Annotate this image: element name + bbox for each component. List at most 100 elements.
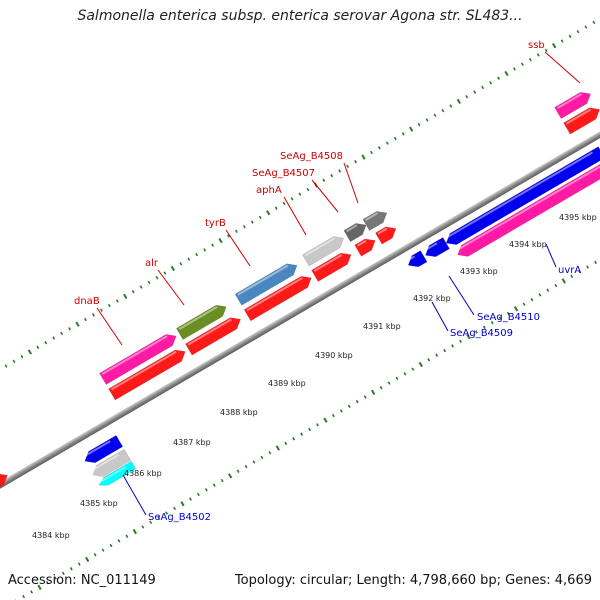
upper-tick: [84, 317, 87, 322]
lower-tick: [554, 283, 558, 288]
gene-label-alr: alr: [145, 258, 159, 269]
upper-tick: [258, 215, 262, 220]
upper-tick: [187, 257, 191, 261]
upper-tick: [425, 118, 429, 122]
upper-tick: [409, 126, 414, 132]
lower-tick: [570, 274, 574, 279]
leader-uvrA: [545, 243, 557, 268]
lower-tick: [387, 381, 391, 385]
lower-tick: [149, 520, 153, 525]
gene-label-dnab: dnaB: [74, 296, 100, 307]
lower-tick: [466, 333, 471, 340]
cds-aphA: [311, 252, 352, 282]
upper-tick: [536, 53, 540, 57]
cds-SeAg_B4507-shine: [356, 239, 367, 247]
upper-tick: [338, 169, 342, 173]
upper-tick: [274, 206, 278, 210]
lower-tick: [212, 483, 216, 487]
upper-tick: [195, 252, 199, 257]
cds-alr: [185, 317, 241, 356]
upper-tick: [560, 39, 564, 43]
lower-tick: [30, 590, 34, 594]
lower-tick: [300, 432, 304, 436]
cds-dnaB: [108, 349, 186, 401]
kbp-label-4387: 4387 kbp: [173, 438, 211, 447]
lower-tick: [260, 455, 264, 460]
leader-aphA: [283, 196, 307, 236]
upper-tick: [441, 108, 445, 113]
gene-aphA-shine: [304, 237, 336, 257]
gene-label-seag-b4510: SeAg_B4510: [477, 312, 540, 323]
kbp-label-4389: 4389 kbp: [268, 379, 306, 388]
lower-tick: [323, 417, 328, 423]
lower-tick: [188, 497, 192, 501]
lower-tick: [165, 511, 169, 515]
lower-tick: [546, 288, 550, 292]
lower-tick: [101, 548, 105, 552]
kbp-label-4384: 4384 kbp: [32, 531, 70, 540]
upper-tick: [203, 248, 207, 252]
upper-tick: [234, 229, 238, 234]
lower-tick: [331, 413, 335, 418]
lower-tick: [443, 348, 447, 353]
kbp-label-4392: 4392 kbp: [413, 294, 451, 303]
upper-tick: [361, 154, 366, 160]
lower-tick: [252, 460, 256, 464]
lower-tick: [451, 344, 455, 348]
lower-tick: [109, 543, 113, 548]
upper-tick: [20, 354, 24, 359]
gene-uvrA-pink-shine: [456, 165, 600, 251]
lower-tick: [61, 571, 65, 576]
gene-labels: dnaB alr tyrB aphA SeAg_B4507 SeAg_B4508…: [74, 40, 581, 523]
lower-tick: [522, 302, 526, 306]
lower-tick: [371, 389, 376, 396]
upper-tick: [282, 201, 286, 206]
cds-ssb: [563, 107, 600, 135]
upper-tick: [290, 197, 294, 201]
kbp-label-4386: 4386 kbp: [124, 469, 162, 478]
leader-SeAg_B4510: [448, 275, 475, 316]
gene-SeAg_B4502-blue-shine: [83, 440, 111, 458]
upper-tick: [139, 285, 143, 289]
gene-SeAg_B4510-shine: [424, 242, 438, 252]
upper-tick: [170, 265, 176, 272]
lower-tick: [85, 556, 90, 563]
cds-tyrB: [243, 275, 312, 322]
lower-tick: [46, 580, 49, 585]
upper-tick: [456, 98, 461, 105]
upper-tick: [60, 331, 64, 336]
gene-SeAg_B4502-cyan: [98, 460, 137, 486]
upper-tick: [179, 262, 183, 266]
lower-tick: [513, 306, 519, 312]
upper-tick: [393, 136, 397, 141]
lower-tick: [561, 278, 566, 284]
gene-SeAg_B4509: [407, 250, 428, 268]
upper-tick: [306, 187, 310, 192]
lower-tick: [498, 316, 502, 320]
upper-tick: [147, 280, 151, 285]
gene-tyrB: [234, 263, 298, 306]
gene-SeAg_B4510: [425, 237, 450, 258]
gene-ssb-shine: [556, 93, 582, 109]
accession-text: Accession: NC_011149: [8, 573, 156, 588]
gene-SeAg_B4502-cyan-shine: [98, 466, 126, 484]
upper-tick: [155, 276, 159, 280]
cds-SeAg_B4508-shine: [377, 227, 388, 235]
gene-alr-shine: [178, 306, 218, 330]
gene-label-seag-b4507: SeAg_B4507: [252, 168, 315, 179]
upper-tick: [568, 34, 572, 39]
upper-tick: [584, 25, 588, 29]
lower-tick: [196, 492, 200, 497]
gene-uvrA-shine: [445, 151, 593, 240]
upper-tick: [52, 336, 56, 340]
lower-tick: [586, 265, 590, 269]
lower-tick: [395, 376, 399, 381]
gene-label-seag-b4508: SeAg_B4508: [280, 151, 343, 162]
upper-tick: [528, 57, 532, 62]
upper-tick: [489, 81, 493, 85]
upper-tick: [227, 234, 230, 238]
kbp-labels: 4384 kbp 4385 kbp 4386 kbp 4387 kbp 4388…: [32, 213, 597, 540]
lower-tick: [459, 339, 462, 343]
gene-label-apha: aphA: [256, 185, 282, 196]
